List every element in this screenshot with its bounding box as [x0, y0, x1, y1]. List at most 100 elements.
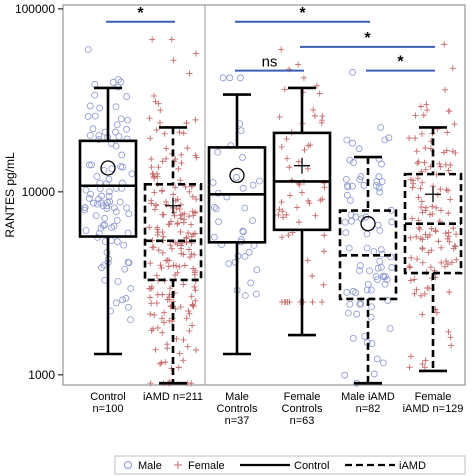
mean-marker-iamd: [165, 197, 181, 214]
point-iamd-189: [190, 265, 197, 272]
point-female-iamd-120: [444, 261, 451, 268]
point-female-iamd-34: [448, 259, 455, 266]
point-iamd-36: [163, 145, 170, 152]
point-iamd-171: [159, 329, 166, 336]
point-iamd-149: [148, 283, 155, 290]
point-female-controls-52: [319, 113, 326, 120]
point-iamd-153: [186, 310, 193, 317]
point-male-controls-22: [247, 279, 255, 287]
points-control: [81, 46, 136, 324]
point-female-controls-18: [301, 146, 308, 153]
point-control-60: [95, 195, 103, 203]
point-iamd-205: [175, 364, 182, 371]
point-female-iamd-62: [406, 263, 413, 270]
point-male-controls-29: [211, 203, 218, 211]
point-iamd-101: [176, 129, 183, 136]
point-control-48: [127, 316, 134, 324]
point-iamd-118: [186, 327, 193, 334]
point-iamd-202: [170, 191, 177, 198]
point-iamd-47: [180, 357, 187, 364]
point-female-iamd-108: [410, 180, 417, 187]
point-male-controls-27: [252, 290, 260, 298]
point-control-79: [112, 128, 119, 136]
plot-border: [62, 4, 466, 386]
point-control-54: [117, 78, 125, 86]
x-label-male-iamd: Male iAMD n=82: [341, 391, 395, 415]
point-female-controls-42: [300, 74, 307, 81]
point-female-controls-59: [287, 192, 294, 199]
point-male-iamd-15: [370, 370, 378, 378]
point-male-controls-7: [239, 227, 247, 235]
point-iamd-0: [168, 245, 175, 252]
point-female-iamd-45: [422, 166, 429, 173]
point-iamd-75: [161, 319, 168, 326]
point-control-27: [105, 175, 113, 183]
point-male-iamd-25: [387, 253, 395, 261]
point-control-76: [95, 132, 103, 139]
point-iamd-54: [180, 336, 187, 343]
point-male-iamd-29: [372, 273, 380, 280]
point-iamd-119: [157, 107, 164, 114]
point-male-iamd-40: [344, 182, 351, 190]
point-female-iamd-31: [412, 135, 419, 142]
point-male-iamd-68: [356, 176, 364, 183]
point-control-23: [121, 265, 129, 273]
point-male-controls-36: [249, 181, 257, 189]
legend-item-female: Female: [174, 460, 225, 472]
point-female-controls-10: [321, 184, 328, 191]
point-female-controls-14: [283, 211, 290, 218]
point-control-96: [82, 227, 90, 234]
point-female-controls-38: [319, 299, 326, 306]
point-male-iamd-34: [386, 325, 394, 332]
point-iamd-139: [158, 359, 165, 366]
point-iamd-95: [185, 230, 192, 237]
point-control-12: [116, 198, 124, 206]
point-iamd-207: [164, 341, 171, 348]
point-control-41: [105, 188, 113, 196]
point-female-controls-56: [304, 165, 311, 172]
point-female-iamd-102: [443, 258, 450, 265]
point-iamd-138: [147, 260, 154, 267]
point-male-iamd-81: [376, 188, 384, 196]
point-male-iamd-7: [343, 288, 351, 296]
point-female-controls-11: [295, 158, 302, 165]
point-female-controls-23: [295, 219, 302, 226]
point-female-controls-1: [294, 204, 301, 211]
point-male-iamd-73: [367, 313, 375, 321]
point-female-iamd-126: [445, 187, 452, 194]
point-iamd-122: [157, 262, 164, 269]
point-female-controls-35: [278, 46, 285, 53]
point-female-iamd-18: [441, 263, 448, 270]
point-male-iamd-0: [343, 136, 351, 144]
point-female-iamd-23: [411, 290, 418, 297]
point-control-40: [95, 136, 103, 143]
point-iamd-190: [147, 294, 154, 301]
point-iamd-65: [146, 285, 153, 292]
point-iamd-210: [148, 300, 155, 307]
legend-label-1: Female: [188, 460, 225, 472]
point-iamd-57: [150, 244, 157, 251]
point-control-99: [103, 205, 111, 212]
point-iamd-66: [174, 196, 181, 203]
point-control-85: [90, 199, 97, 207]
point-iamd-83: [186, 254, 193, 261]
bracket-label-3: ns: [262, 54, 278, 71]
point-male-controls-10: [253, 266, 261, 274]
point-female-iamd-118: [417, 185, 424, 192]
point-female-iamd-1: [418, 130, 425, 137]
point-female-iamd-35: [445, 167, 452, 174]
point-iamd-113: [171, 212, 178, 219]
point-female-controls-3: [281, 86, 288, 93]
point-iamd-99: [183, 315, 190, 322]
point-iamd-58: [167, 242, 174, 249]
point-control-42: [112, 208, 120, 216]
point-female-controls-55: [309, 273, 316, 280]
point-male-iamd-13: [346, 300, 354, 308]
point-iamd-156: [178, 250, 185, 257]
point-female-iamd-75: [413, 233, 420, 240]
point-female-iamd-119: [446, 289, 453, 296]
point-iamd-204: [191, 251, 198, 258]
point-iamd-79: [177, 201, 184, 208]
point-male-iamd-70: [357, 300, 365, 308]
point-iamd-108: [189, 302, 196, 309]
